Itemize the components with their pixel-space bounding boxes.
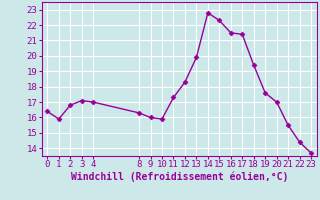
X-axis label: Windchill (Refroidissement éolien,°C): Windchill (Refroidissement éolien,°C) <box>70 172 288 182</box>
